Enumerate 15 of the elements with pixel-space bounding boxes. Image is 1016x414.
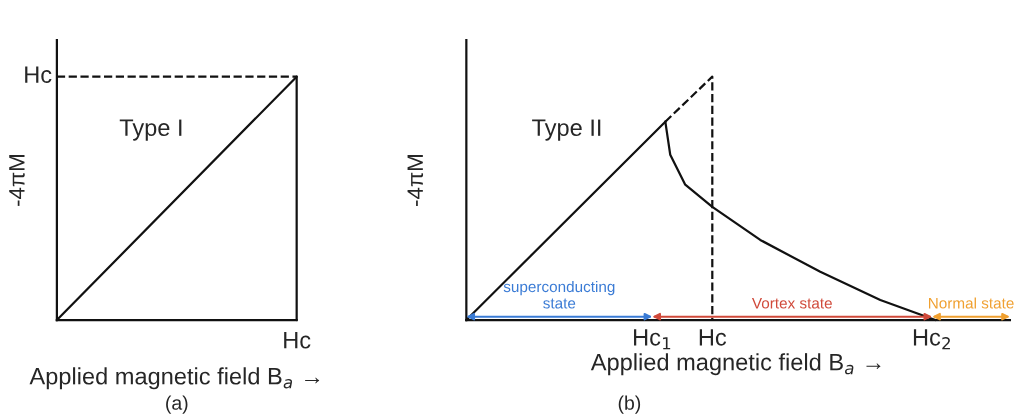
x-axis-title: Applied magnetic field B$_{a}$ →	[590, 353, 881, 376]
ref-line-label: Hc	[25, 66, 52, 83]
x-tick-label: Hc	[699, 329, 727, 346]
y-axis-title: -4πM	[9, 155, 25, 206]
text: (b)	[618, 395, 641, 414]
annotation: Vortex state	[751, 297, 832, 309]
annotation: Type II	[532, 119, 601, 141]
text: (a)	[166, 395, 188, 414]
annotation: Type I	[119, 119, 182, 141]
annotation: superconducting state	[503, 280, 615, 309]
x-axis-title: Applied magnetic field B$_{a}$ →	[29, 367, 320, 390]
y-axis-title: -4πM	[407, 155, 424, 206]
x-tick-label: Hc$_{2}$	[913, 329, 950, 350]
annotation: Normal state	[929, 297, 1014, 309]
x-tick-label: Hc$_{1}$	[634, 329, 671, 350]
